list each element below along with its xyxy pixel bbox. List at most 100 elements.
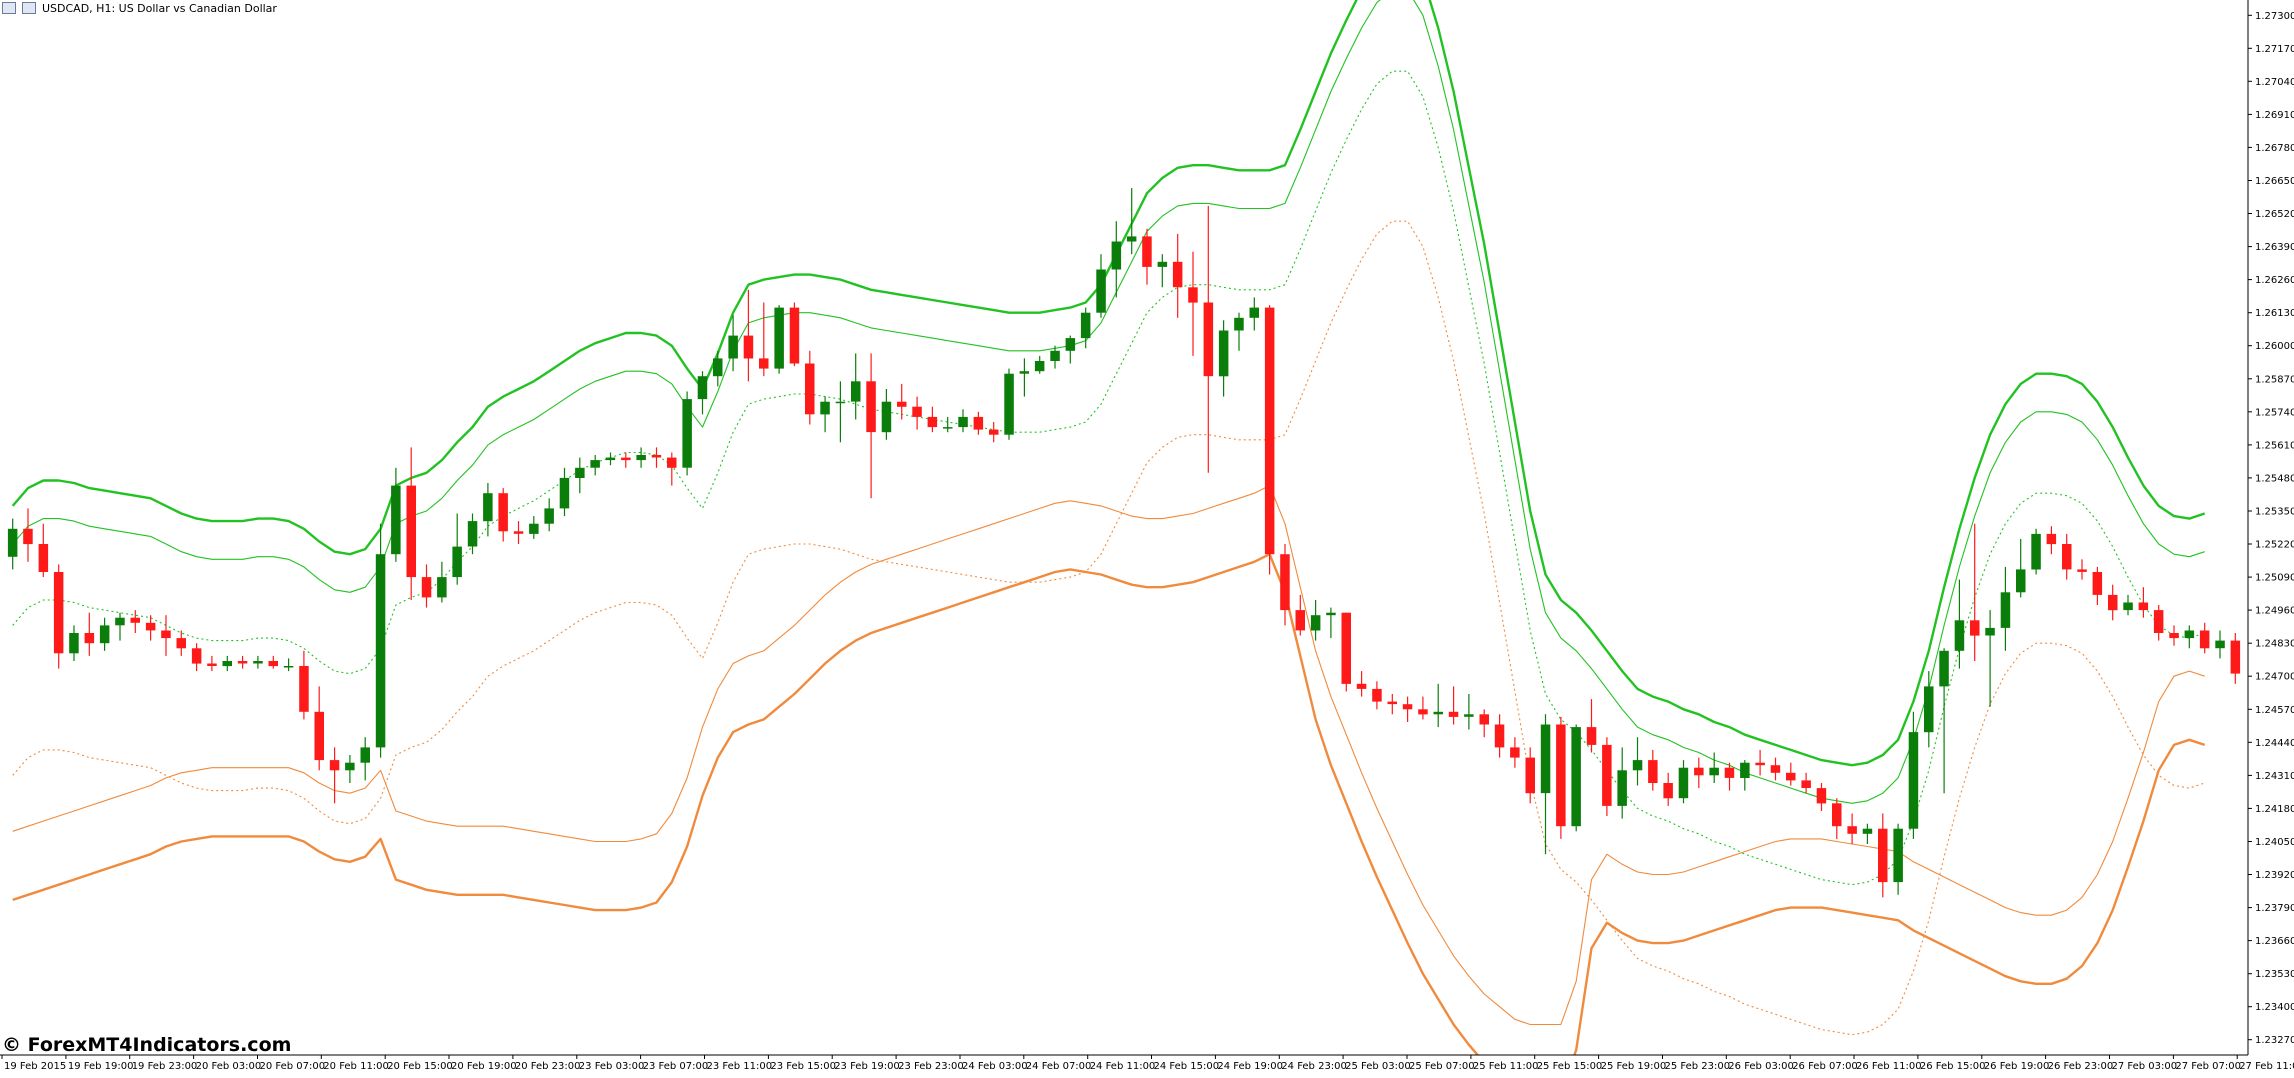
candle <box>1249 297 1259 331</box>
candle <box>2108 584 2118 621</box>
candle-body <box>391 485 401 555</box>
candle-body <box>1985 627 1995 636</box>
x-tick-label: 24 Feb 07:00 <box>1026 1061 1092 1072</box>
candle <box>391 467 401 562</box>
candle <box>851 353 861 420</box>
x-tick-label: 26 Feb 07:00 <box>1792 1061 1858 1072</box>
candle-body <box>2000 592 2011 628</box>
candle-body <box>115 617 125 626</box>
candle <box>636 447 646 468</box>
candle <box>958 409 968 433</box>
candle <box>1188 251 1198 356</box>
candle-body <box>927 416 938 428</box>
candlesticks <box>7 188 2241 898</box>
candle <box>1586 699 1597 753</box>
candle-body <box>1924 686 1934 733</box>
candle-body <box>53 572 64 654</box>
candle <box>1939 648 1949 794</box>
y-tick-label: 1.26390 <box>2255 242 2294 253</box>
candle-body <box>2046 533 2057 545</box>
candle <box>1111 221 1122 298</box>
candle-body <box>667 457 677 468</box>
band-upper-outer <box>11 0 2206 767</box>
candle <box>2077 559 2087 580</box>
candle <box>1571 724 1581 832</box>
y-tick-label: 1.23790 <box>2255 903 2294 914</box>
y-tick-label: 1.24700 <box>2255 672 2294 683</box>
candle-body <box>2031 533 2041 570</box>
candle <box>1878 813 1888 898</box>
candle-body <box>1678 767 1689 799</box>
x-tick-label: 25 Feb 07:00 <box>1409 1061 1475 1072</box>
candle-body <box>2230 640 2241 674</box>
candle <box>575 457 585 494</box>
candle <box>805 350 815 425</box>
candle-body <box>958 416 968 428</box>
candle-body <box>2123 602 2133 611</box>
candle <box>559 467 570 517</box>
candle <box>2184 625 2195 649</box>
x-tick-label: 24 Feb 11:00 <box>1090 1061 1156 1072</box>
candle-body <box>759 358 769 369</box>
y-tick-label: 1.23270 <box>2255 1035 2294 1046</box>
y-tick-label: 1.23400 <box>2255 1002 2294 1013</box>
candle <box>1019 358 1030 397</box>
candle <box>2169 625 2179 646</box>
candle <box>314 686 324 771</box>
x-tick-label: 27 Feb 03:00 <box>2112 1061 2178 1072</box>
x-tick-label: 25 Feb 11:00 <box>1473 1061 1539 1072</box>
candle-body <box>467 521 478 547</box>
candle-body <box>1280 554 1290 611</box>
candle <box>1740 760 1750 791</box>
candle-body <box>2215 640 2225 649</box>
candle-body <box>1893 828 1903 883</box>
candle <box>835 381 846 443</box>
candle-body <box>1295 610 1305 631</box>
candle <box>912 396 922 430</box>
candle <box>529 516 539 539</box>
candle <box>667 452 677 486</box>
candle-body <box>1816 788 1827 804</box>
candle-body <box>651 455 662 458</box>
candle <box>1617 747 1627 819</box>
candle <box>1755 749 1765 776</box>
candle-body <box>1310 615 1321 631</box>
candle-body <box>1264 307 1275 555</box>
candle-body <box>1249 307 1259 318</box>
candle <box>299 650 309 720</box>
candle <box>1264 305 1275 575</box>
x-tick-label: 19 Feb 2015 <box>4 1061 66 1072</box>
candle <box>774 305 784 374</box>
candle <box>1172 233 1183 318</box>
chart-window-icon[interactable] <box>2 2 16 14</box>
candle-body <box>1464 714 1474 717</box>
candle <box>2153 605 2164 641</box>
candle <box>84 612 95 656</box>
y-tick-label: 1.25480 <box>2255 473 2294 484</box>
candle-body <box>605 457 616 461</box>
candle-body <box>437 577 447 598</box>
candle-body <box>805 363 815 415</box>
candle <box>713 350 723 387</box>
candle-body <box>1970 620 1980 636</box>
candle <box>682 391 692 476</box>
candle-body <box>1065 338 1076 351</box>
candle-body <box>237 661 248 664</box>
candle-body <box>345 762 355 771</box>
candle <box>697 371 708 415</box>
candle-body <box>268 661 278 667</box>
candle <box>176 630 186 656</box>
candle-body <box>69 633 79 654</box>
candle-body <box>513 531 524 534</box>
candle-body <box>1663 783 1673 799</box>
chart-properties-icon[interactable] <box>22 2 36 14</box>
candle-body <box>1939 650 1949 687</box>
band-lower-inner <box>12 485 2205 1026</box>
candle-body <box>1602 744 1612 806</box>
candle-body <box>697 376 708 400</box>
candle-body <box>299 666 309 712</box>
candle-body <box>1402 704 1413 710</box>
candle-body <box>1862 828 1873 834</box>
